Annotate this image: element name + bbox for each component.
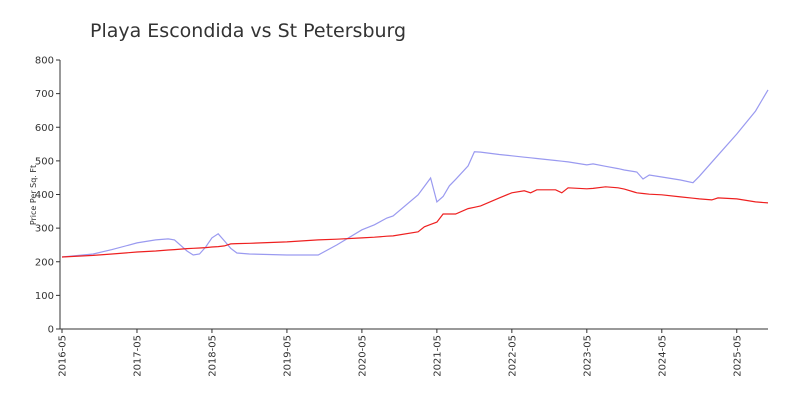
x-tick-label: 2023-05: [582, 335, 593, 377]
y-tick-label: 200: [35, 257, 54, 268]
x-tick-label: 2019-05: [282, 335, 293, 377]
y-tick-label: 400: [35, 190, 54, 201]
y-tick-label: 800: [35, 56, 54, 67]
y-tick-label: 600: [35, 123, 54, 134]
series-line: [61, 89, 769, 258]
y-tick-label: 0: [48, 325, 54, 336]
chart-title: Playa Escondida vs St Petersburg: [90, 20, 406, 42]
x-tick-label: 2020-05: [357, 335, 368, 377]
x-tick-label: 2025-05: [732, 335, 743, 377]
y-axis-label: Price Per Sq. Ft: [29, 165, 38, 225]
x-tick-label: 2024-05: [657, 335, 668, 377]
series-line: [61, 186, 769, 258]
x-tick-label: 2017-05: [132, 335, 143, 377]
x-tick-label: 2016-05: [58, 335, 69, 377]
y-tick-label: 300: [35, 224, 54, 235]
x-tick-label: 2021-05: [432, 335, 443, 377]
y-tick-label: 500: [35, 156, 54, 167]
x-tick-label: 2022-05: [507, 335, 518, 377]
y-tick-label: 100: [35, 291, 54, 302]
x-tick-label: 2018-05: [207, 335, 218, 377]
y-tick-label: 700: [35, 89, 54, 100]
